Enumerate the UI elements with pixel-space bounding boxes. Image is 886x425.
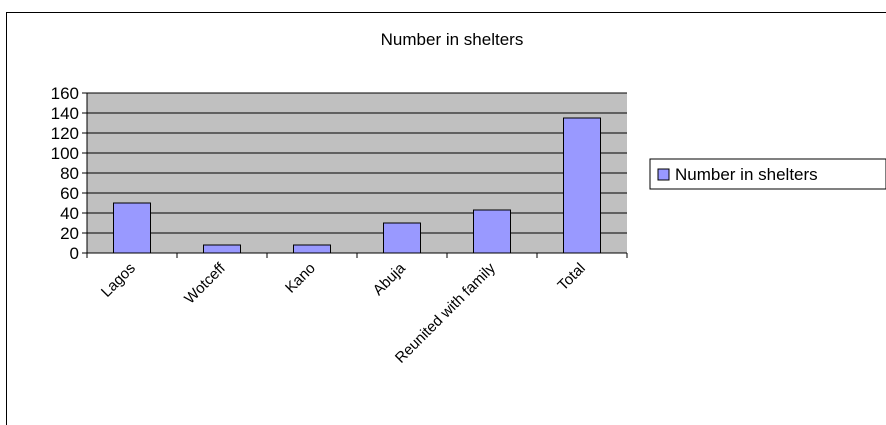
y-tick-label: 100 bbox=[51, 144, 79, 163]
bar bbox=[384, 223, 421, 253]
x-tick-label: Abuja bbox=[370, 259, 410, 299]
x-tick-label: Kano bbox=[282, 260, 319, 297]
y-tick-label: 140 bbox=[51, 104, 79, 123]
x-tick-label: Wotceff bbox=[181, 259, 229, 307]
bar bbox=[204, 245, 241, 253]
y-tick-label: 80 bbox=[60, 164, 79, 183]
legend-swatch bbox=[658, 169, 669, 180]
legend: Number in shelters bbox=[650, 159, 886, 189]
y-tick-label: 0 bbox=[70, 244, 79, 263]
plot-area bbox=[87, 93, 627, 253]
y-tick-label: 120 bbox=[51, 124, 79, 143]
bar bbox=[294, 245, 331, 253]
x-tick-label: Total bbox=[554, 260, 588, 294]
chart-title: Number in shelters bbox=[381, 30, 524, 49]
legend-label: Number in shelters bbox=[675, 165, 818, 184]
y-tick-label: 60 bbox=[60, 184, 79, 203]
y-tick-label: 20 bbox=[60, 224, 79, 243]
x-tick-label: Reunited with family bbox=[392, 259, 499, 366]
bar bbox=[564, 118, 601, 253]
y-tick-label: 40 bbox=[60, 204, 79, 223]
bar bbox=[474, 210, 511, 253]
y-tick-label: 160 bbox=[51, 84, 79, 103]
x-tick-label: Lagos bbox=[98, 260, 139, 301]
bar bbox=[114, 203, 151, 253]
